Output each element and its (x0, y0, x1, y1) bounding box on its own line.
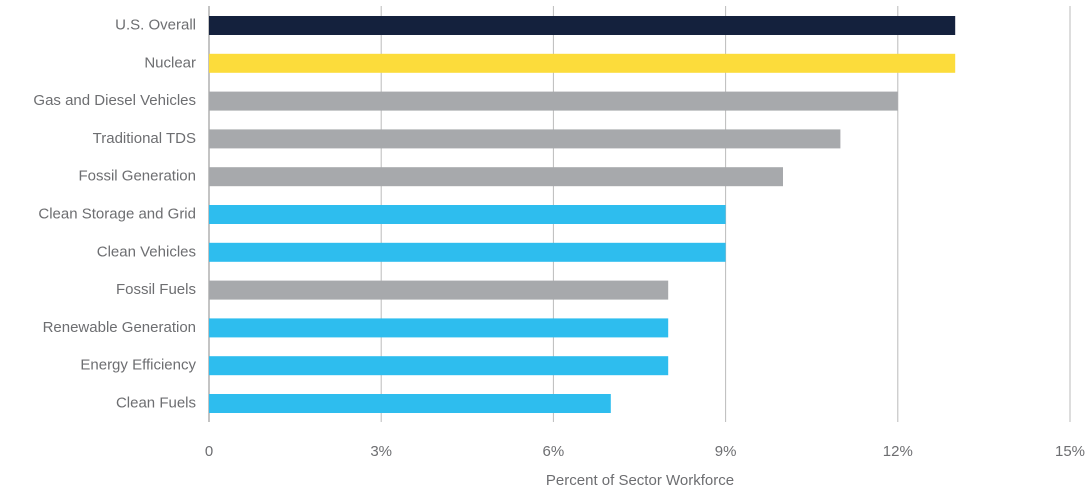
x-tick-label: 15% (1055, 443, 1085, 460)
y-tick-label: Fossil Fuels (116, 281, 196, 298)
bar (209, 318, 669, 338)
bar (209, 16, 956, 35)
x-tick-label: 3% (370, 443, 392, 460)
x-tick-label: 12% (883, 443, 913, 460)
bar (209, 280, 669, 300)
bar (209, 356, 669, 376)
y-tick-label: Energy Efficiency (80, 357, 196, 374)
y-tick-label: Clean Vehicles (97, 243, 196, 260)
y-tick-label: Fossil Generation (78, 168, 196, 185)
y-tick-label: Traditional TDS (93, 130, 196, 147)
bar (209, 394, 611, 413)
y-tick-label: Clean Storage and Grid (38, 205, 196, 222)
y-tick-label: Nuclear (144, 54, 196, 71)
y-tick-label: Renewable Generation (43, 319, 196, 336)
x-tick-label: 9% (715, 443, 737, 460)
bar (209, 167, 783, 187)
x-tick-label: 0 (205, 443, 213, 460)
x-tick-label: 6% (543, 443, 565, 460)
bar (209, 242, 726, 262)
bar (209, 91, 898, 111)
y-tick-label: U.S. Overall (115, 16, 196, 33)
y-tick-label: Gas and Diesel Vehicles (33, 92, 196, 109)
x-axis-title: Percent of Sector Workforce (546, 472, 734, 489)
bar (209, 129, 841, 149)
bar (209, 205, 726, 224)
bar (209, 53, 956, 73)
y-tick-label: Clean Fuels (116, 394, 196, 411)
